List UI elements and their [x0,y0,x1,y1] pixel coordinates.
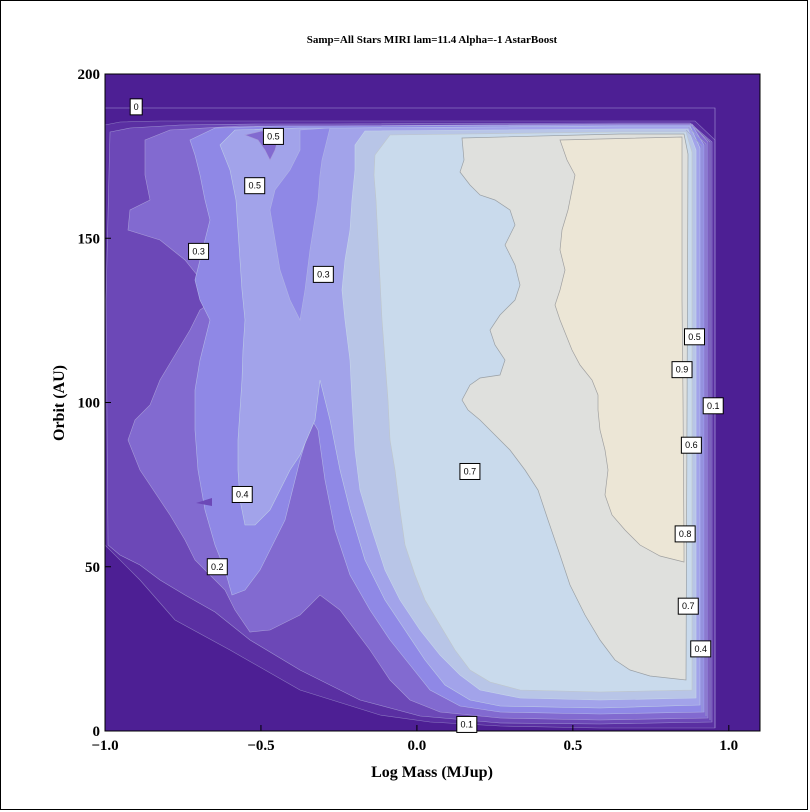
contour-label-box [129,98,143,116]
contour-label-text: 0.5 [267,131,280,141]
x-tick-label: −1.0 [91,738,118,754]
contour-label: 0.7 [459,462,481,480]
contour-label-box [680,436,702,454]
contour-label-text: 0.3 [317,269,330,279]
contour-label-text: 0.5 [688,332,701,342]
contour-label-text: 0.7 [464,466,477,476]
contour-label-text: 0.1 [707,401,720,411]
contour-label-text: 0.2 [211,562,224,572]
contour-label-text: 0.8 [679,529,692,539]
contour-label-box [459,462,481,480]
contour-island-0.4 [269,127,331,321]
contour-label-box [671,361,693,379]
contour-labels: 0 0.5 0.5 0.3 0.3 0.5 0.9 0.1 0.6 0.7 0.4 0.8 0.2 0.7… [129,98,724,733]
contour-label-text: 0.9 [676,365,689,375]
contour-label: 0.7 [677,597,699,615]
contour-label: 0.5 [244,177,266,195]
contour-notch [196,498,212,506]
contour-label-text: 0.4 [694,644,707,654]
contour-label-box [188,242,210,260]
top-contour-lines [105,107,716,728]
x-tick-label: 1.0 [719,738,738,754]
contour-band-0.9 [554,136,685,563]
contour-label-text: 0.4 [236,489,249,499]
x-tick-label: 0.5 [563,738,582,754]
contour-label-text: 0.1 [461,719,474,729]
contour-label-box [262,127,284,145]
contour-label: 0.1 [456,715,478,733]
contour-label: 0.3 [312,265,334,283]
contour-label: 0 [129,98,143,116]
x-tick-label: −0.5 [247,738,274,754]
contour-label-box [690,640,712,658]
contour-label-text: 0.7 [682,601,695,611]
chart-title: Samp=All Stars MIRI lam=11.4 Alpha=-1 As… [307,34,558,46]
contour-label: 0.6 [680,436,702,454]
contour-label: 0.2 [206,558,228,576]
contour-label: 0.5 [262,127,284,145]
contour-label-box [456,715,478,733]
y-tick-label: 0 [93,724,101,740]
contour-label: 0.1 [702,397,724,415]
contour-label-box [231,485,253,503]
y-tick-label: 150 [78,231,101,247]
contour-label-box [702,397,724,415]
contour-label: 0.4 [690,640,712,658]
contour-label-text: 0.5 [248,181,261,191]
contour-label: 0.8 [674,525,696,543]
contour-label-box [312,265,334,283]
y-tick-label: 200 [78,67,101,83]
x-tick-label: 0.0 [408,738,427,754]
y-tick-label: 50 [85,560,100,576]
y-axis-label: Orbit (AU) [51,365,68,441]
contour-label-box [677,597,699,615]
contour-label-box [206,558,228,576]
contour-label-box [244,177,266,195]
contour-label: 0.5 [684,328,705,346]
contour-label-text: 0.6 [685,440,698,450]
contour-label-box [674,525,696,543]
contour-label-text: 0 [134,102,139,112]
edge-contour-lines [685,123,711,720]
plot-area [104,73,761,732]
contour-label: 0.4 [231,485,253,503]
contour-label-box [684,328,705,346]
y-tick-label: 100 [78,396,101,412]
axes: −1.0 −0.5 0.0 0.5 1.0 0 50 100 150 200 [78,67,739,754]
contour-label: 0.3 [188,242,210,260]
contour-label: 0.9 [671,361,693,379]
x-axis-label: Log Mass (MJup) [371,764,493,781]
contour-label-text: 0.3 [192,246,205,256]
